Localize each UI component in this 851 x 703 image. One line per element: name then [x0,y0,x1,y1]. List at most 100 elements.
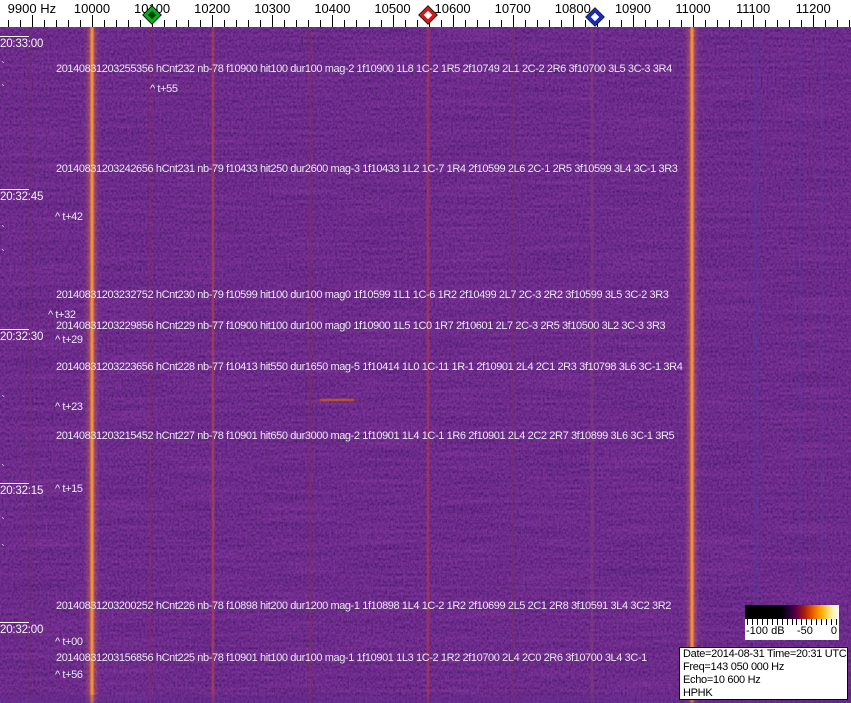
time-tick-mark: ` [1,542,5,556]
frequency-ruler[interactable]: 9900 Hz100001010010200103001040010500106… [0,0,851,27]
carrier-line [690,27,694,703]
carrier-line [753,27,759,703]
carrier-line [149,27,151,703]
colorbar-ticks [745,619,839,626]
ruler-tick [19,20,21,27]
meteor-echo-streak [314,400,362,401]
ruler-tick [308,20,310,27]
carrier-line [512,27,514,703]
ruler-tick [332,15,334,27]
colorbar-tick [776,619,778,625]
ruler-freq-label: 10400 [314,1,351,16]
ruler-tick [729,20,731,27]
carrier-line [590,27,594,703]
ruler-tick [43,20,45,27]
ruler-tick [765,20,767,27]
time-tick-mark: ` [1,393,5,407]
detection-text-row: 20140831203232752 hCnt230 nb-79 f10599 h… [56,289,669,301]
spectrogram-canvas[interactable] [0,27,851,703]
ruler-tick [248,20,250,27]
ruler-tick [705,20,706,27]
ruler-tick [476,20,478,27]
ruler-freq-label: 9900 Hz [7,1,57,16]
ruler-tick [344,20,346,27]
time-tick-mark: ` [1,247,5,261]
ruler-tick [717,20,718,27]
time-axis-tick-line [0,622,29,623]
colorbar-label-min: -100 dB [746,625,785,637]
detection-text-row: 20140831203242656 hCnt231 nb-79 f10433 h… [56,163,678,175]
ruler-tick [272,15,274,27]
detection-text-row: 20140831203156856 hCnt225 nb-78 f10901 h… [56,652,647,664]
event-time-offset-label: ^ t+29 [55,334,83,346]
colorbar-tick [761,619,763,625]
ruler-tick [681,20,682,27]
ruler-tick [380,20,382,27]
ruler-tick [296,20,298,27]
ruler-tick [320,20,322,27]
ruler-freq-label: 10300 [254,1,291,16]
colorbar-tick [816,619,818,625]
ruler-tick [260,20,262,27]
colorbar-tick [747,619,748,625]
time-axis-label: 20:32:30 [0,331,44,343]
ruler-tick [656,20,658,27]
ruler-tick [801,20,803,27]
carrier-line [212,27,214,703]
ruler-tick [284,20,286,27]
ruler-freq-label: 11200 [795,1,831,16]
ruler-tick [236,20,238,27]
time-axis-label: 20:32:15 [0,485,44,497]
colorbar-tick [831,619,833,625]
time-axis-label: 20:33:00 [0,38,44,50]
carrier-lines [28,27,824,703]
time-axis-mark: 20:32:15 [0,483,43,497]
info-date-time: Date=2014-08-31 Time=20:31 UTC [683,648,847,660]
ruler-tick [693,15,694,27]
detection-text-row: 20140831203255356 hCnt232 nb-78 f10900 h… [56,63,672,75]
ruler-tick [164,20,166,27]
info-frequency: Freq=143 050 000 Hz [683,661,785,673]
ruler-tick [632,15,634,27]
ruler-tick [500,20,502,27]
time-tick-mark: ` [1,462,5,476]
ruler-tick [224,20,226,27]
carrier-line [28,27,32,703]
ruler-tick [7,20,9,27]
ruler-tick [488,20,490,27]
colorbar-tick [756,619,758,625]
time-axis-tick-line [0,189,29,190]
ruler-tick [536,20,538,27]
ruler-tick [849,20,851,27]
colorbar-tick [826,619,828,625]
ruler-tick [560,20,562,27]
ruler-tick [753,15,755,27]
ruler-tick [825,20,827,27]
ruler-tick [68,20,69,27]
ruler-tick [116,20,117,27]
ruler-tick [92,15,93,27]
detection-text-row: 20140831203200252 hCnt226 nb-78 f10898 h… [56,600,671,612]
ruler-freq-label: 10500 [374,1,411,16]
ruler-tick [440,20,442,27]
ruler-freq-label: 10200 [194,1,231,16]
ruler-freq-label: 11100 [735,1,771,16]
time-axis-tick-line [0,36,29,37]
bottom-noise-band [0,695,851,703]
event-time-offset-label: ^ t+32 [48,309,76,321]
event-time-offset-label: ^ t+42 [55,211,83,223]
ruler-tick [608,20,610,27]
ruler-tick [428,20,430,27]
ruler-tick [404,20,406,27]
event-time-offset-label: ^ t+23 [55,401,83,413]
ruler-freq-label: 11000 [675,1,711,16]
ruler-tick [104,20,105,27]
ruler-tick [548,20,550,27]
time-tick-mark: ` [1,59,5,73]
ruler-tick [356,20,358,27]
colorbar-label-mid: -50 [797,625,813,637]
ruler-tick [31,15,33,27]
detection-text-row: 20140831203229856 hCnt229 nb-77 f10900 h… [56,320,666,332]
ruler-tick [596,20,598,27]
